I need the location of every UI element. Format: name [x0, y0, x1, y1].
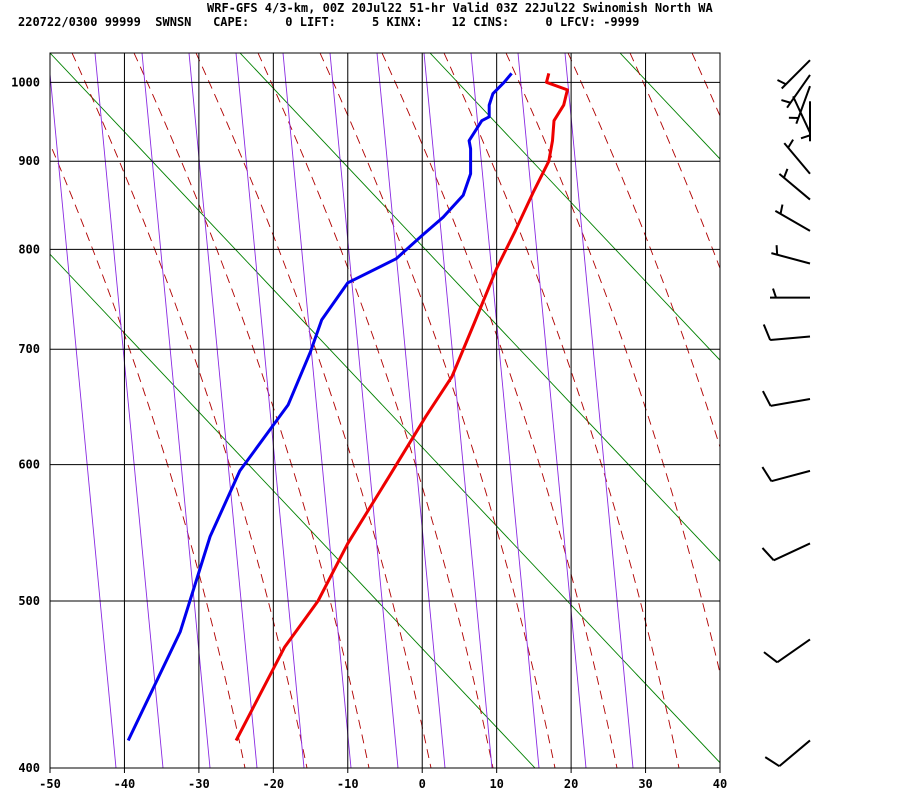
x-tick-label: 30 [638, 777, 652, 791]
mixing-ratio-line [282, 53, 352, 768]
wind-barb-half-feather [775, 245, 779, 255]
x-tick-label: 40 [713, 777, 727, 791]
wind-barb [792, 95, 811, 134]
moist-adiabat-line [381, 53, 618, 768]
wind-barb-shaft [792, 95, 811, 134]
moist-adiabat-line [443, 53, 680, 768]
moist-adiabat-line [50, 142, 246, 768]
mixing-ratio-line [376, 53, 446, 768]
wind-barb-half-feather [777, 79, 787, 86]
wind-barb [770, 288, 810, 299]
moist-adiabat-line [629, 53, 720, 270]
wind-barb [788, 85, 811, 125]
wind-barb-shaft [778, 173, 811, 201]
wind-barb-shaft [774, 209, 811, 232]
temperature-line [234, 73, 569, 742]
wind-barb-feather [761, 547, 775, 562]
wind-barb [764, 739, 811, 768]
y-tick-label: 700 [18, 342, 40, 356]
wind-barb [771, 245, 811, 265]
mixing-ratio-line [141, 53, 211, 768]
wind-barb-shaft [786, 74, 811, 109]
y-tick-label: 400 [18, 761, 40, 775]
moist-adiabat-line [319, 53, 556, 768]
wind-barb-shaft [778, 739, 811, 767]
mixing-ratio-line [564, 53, 634, 768]
mixing-ratio-line [94, 53, 164, 768]
wind-barb-shaft [781, 59, 811, 90]
wind-barb [762, 390, 811, 407]
x-tick-label: 20 [564, 777, 578, 791]
x-tick-label: 10 [489, 777, 503, 791]
wind-barb-shaft [776, 638, 811, 664]
wind-barb [778, 168, 811, 201]
y-tick-label: 500 [18, 594, 40, 608]
mixing-ratio-line [517, 53, 587, 768]
x-tick-label: -30 [188, 777, 210, 791]
wind-barb-half-feather [779, 204, 784, 215]
dry-adiabat-line [619, 53, 720, 160]
wind-barb-shaft [771, 252, 811, 265]
wind-barb-half-feather [800, 134, 811, 140]
moist-adiabat-line [71, 53, 308, 768]
wind-barb-feather [762, 390, 772, 407]
mixing-ratio-line [470, 53, 540, 768]
wind-barb-feather [764, 756, 780, 768]
x-tick-label: -10 [337, 777, 359, 791]
dewpoint-line [126, 72, 513, 742]
wind-barb [783, 139, 811, 175]
wind-barb-feather [761, 466, 773, 482]
sounding-indices: 220722/0300 99999 SWNSN CAPE: 0 LIFT: 5 … [18, 15, 640, 29]
mixing-ratio-line [423, 53, 493, 768]
y-tick-label: 600 [18, 458, 40, 472]
wind-barb [781, 74, 811, 109]
moist-adiabat-line [195, 53, 432, 768]
wind-barb-shaft [795, 85, 811, 125]
wind-barb-feather [762, 324, 772, 341]
x-tick-label: 0 [419, 777, 426, 791]
sounding-title: WRF-GFS 4/3-km, 00Z 20Jul22 51-hr Valid … [207, 1, 713, 15]
wind-barb [761, 542, 811, 562]
mixing-ratio-line [329, 53, 399, 768]
x-tick-label: -20 [262, 777, 284, 791]
dry-adiabat-line [810, 53, 900, 768]
dry-adiabat-line [50, 53, 720, 764]
wind-barb [763, 638, 811, 664]
wind-barb [800, 101, 811, 142]
dry-adiabat-line [50, 253, 536, 768]
x-tick-label: -50 [39, 777, 61, 791]
dry-adiabat-line [429, 53, 720, 361]
y-tick-label: 800 [18, 242, 40, 256]
moist-adiabat-line [691, 53, 720, 118]
wind-barb [774, 204, 811, 232]
wind-barb-shaft [773, 542, 811, 562]
mixing-ratio-line [50, 69, 117, 768]
wind-barb [762, 324, 811, 342]
wind-barb-shaft [771, 469, 811, 483]
y-tick-label: 1000 [11, 75, 40, 89]
y-tick-label: 900 [18, 154, 40, 168]
x-tick-label: -40 [114, 777, 136, 791]
wind-barb-feather [763, 651, 778, 664]
wind-barb-shaft [783, 142, 811, 175]
dry-adiabat-line [239, 53, 720, 563]
wind-barb-half-feather [772, 288, 777, 298]
mixing-ratio-line [235, 53, 305, 768]
moist-adiabat-line [816, 53, 900, 768]
wind-barb-half-feather [783, 168, 789, 179]
wind-barb [761, 466, 811, 483]
moist-adiabat-line [505, 53, 720, 676]
wind-barb-shaft [770, 335, 811, 342]
moist-adiabat-line [257, 53, 494, 768]
mixing-ratio-line [188, 53, 258, 768]
plot-frame [49, 52, 721, 769]
moist-adiabat-line [133, 53, 370, 768]
wind-barb [777, 59, 811, 90]
wind-barb-shaft [770, 397, 811, 407]
wind-barb-half-feather [787, 139, 794, 149]
moist-adiabat-line [567, 53, 720, 449]
wind-barb-half-feather [781, 99, 791, 104]
